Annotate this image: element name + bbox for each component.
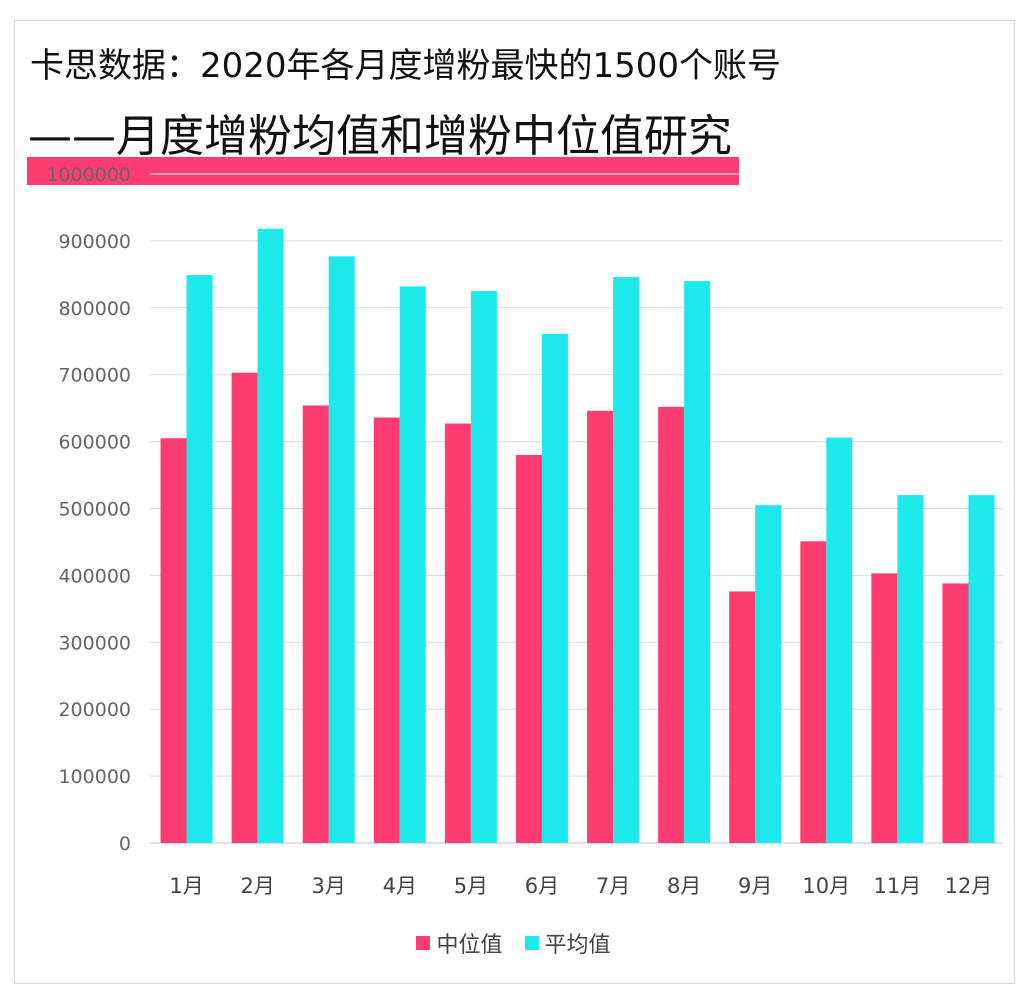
legend-item-mean: 平均值 bbox=[524, 927, 611, 959]
y-tick-label: 200000 bbox=[58, 699, 131, 721]
bar-mean bbox=[684, 281, 711, 843]
legend-swatch-mean bbox=[524, 936, 539, 950]
y-tick-label: 500000 bbox=[58, 499, 131, 521]
y-tick-label: 900000 bbox=[58, 231, 131, 253]
y-tick-label: 800000 bbox=[58, 298, 131, 320]
x-category-label: 12月 bbox=[945, 874, 993, 898]
title-accent-bar bbox=[27, 157, 739, 185]
bar-median bbox=[729, 591, 756, 843]
y-tick-label: 300000 bbox=[58, 632, 131, 654]
legend-swatch-median bbox=[416, 936, 431, 950]
bar-mean bbox=[897, 495, 924, 843]
bar-mean bbox=[186, 275, 213, 843]
y-tick-label: 400000 bbox=[58, 565, 131, 587]
x-category-label: 3月 bbox=[312, 874, 346, 898]
bar-median bbox=[942, 583, 969, 843]
bar-median bbox=[800, 541, 827, 843]
legend-item-median: 中位值 bbox=[416, 927, 503, 959]
bar-median bbox=[160, 438, 187, 843]
y-axis-ticks: 0 100000 200000 300000 400000 500000 600000 700… bbox=[46, 164, 131, 855]
y-tick-label: 0 bbox=[119, 833, 131, 855]
bar-mean bbox=[541, 333, 568, 843]
bar-mean bbox=[257, 228, 284, 843]
gridlines bbox=[150, 173, 1003, 844]
x-category-label: 7月 bbox=[596, 874, 630, 898]
y-tick-label: 600000 bbox=[58, 432, 131, 454]
bar-mean bbox=[399, 286, 426, 844]
x-category-label: 9月 bbox=[738, 874, 772, 898]
bar-median bbox=[515, 454, 542, 843]
legend: 中位值 平均值 bbox=[0, 927, 1027, 959]
bar-median bbox=[373, 417, 400, 843]
x-category-label: 10月 bbox=[802, 874, 850, 898]
bar-mean bbox=[755, 505, 782, 843]
bar-mean bbox=[328, 256, 355, 843]
bar-mean bbox=[968, 495, 995, 843]
bar-median bbox=[302, 405, 329, 843]
x-category-label: 1月 bbox=[169, 874, 203, 898]
legend-label-median: 中位值 bbox=[436, 933, 503, 958]
x-category-label: 4月 bbox=[383, 874, 417, 898]
chart-subtitle: ——月度增粉均值和增粉中位值研究 bbox=[28, 111, 732, 162]
x-category-label: 5月 bbox=[454, 874, 488, 898]
x-category-label: 11月 bbox=[874, 874, 922, 898]
bar-median bbox=[587, 410, 614, 843]
y-tick-label: 100000 bbox=[58, 766, 131, 788]
x-category-label: 8月 bbox=[667, 874, 701, 898]
x-category-label: 2月 bbox=[240, 874, 274, 898]
bar-mean bbox=[613, 277, 640, 843]
legend-label-mean: 平均值 bbox=[544, 933, 611, 958]
chart-title: 卡思数据：2020年各月度增粉最快的1500个账号 bbox=[30, 46, 782, 86]
y-tick-label: 1000000 bbox=[46, 164, 131, 186]
bars bbox=[160, 228, 995, 844]
bar-median bbox=[871, 573, 898, 843]
bar-mean bbox=[826, 437, 853, 843]
x-category-label: 6月 bbox=[525, 874, 559, 898]
y-tick-label: 700000 bbox=[58, 365, 131, 387]
bar-median bbox=[444, 423, 471, 843]
bar-mean bbox=[470, 291, 497, 843]
x-axis-categories: 1月 2月 3月 4月 5月 6月 7月 8月 9月 10月 11月 12月 bbox=[169, 874, 992, 898]
bar-median bbox=[231, 372, 258, 843]
bar-median bbox=[658, 406, 685, 843]
